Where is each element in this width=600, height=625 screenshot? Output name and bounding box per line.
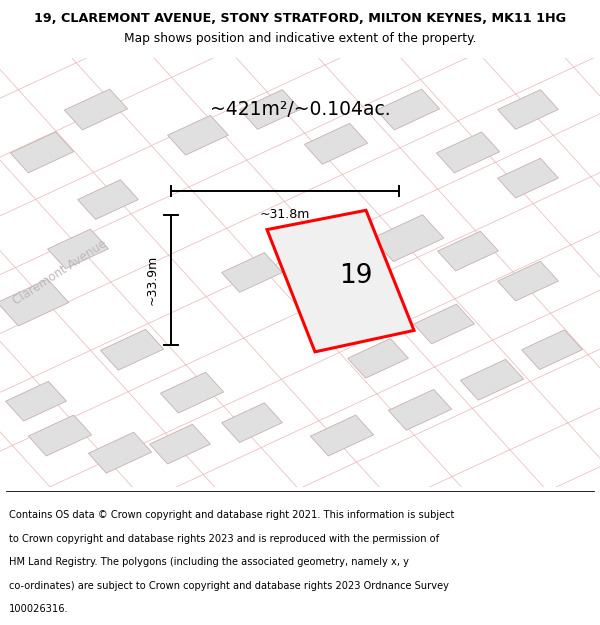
Text: to Crown copyright and database rights 2023 and is reproduced with the permissio: to Crown copyright and database rights 2… (9, 534, 439, 544)
Polygon shape (304, 123, 368, 164)
Polygon shape (497, 89, 559, 129)
Text: 19, CLAREMONT AVENUE, STONY STRATFORD, MILTON KEYNES, MK11 1HG: 19, CLAREMONT AVENUE, STONY STRATFORD, M… (34, 12, 566, 24)
Polygon shape (47, 229, 109, 269)
Text: 100026316.: 100026316. (9, 604, 68, 614)
Polygon shape (413, 304, 475, 344)
Polygon shape (521, 330, 583, 369)
Polygon shape (239, 89, 301, 129)
Polygon shape (347, 339, 409, 378)
Polygon shape (28, 415, 92, 456)
Polygon shape (5, 381, 67, 421)
Polygon shape (388, 389, 452, 430)
Polygon shape (88, 432, 152, 473)
Polygon shape (221, 403, 283, 442)
Polygon shape (10, 132, 74, 173)
Text: 19: 19 (339, 263, 372, 289)
Polygon shape (436, 132, 500, 173)
Text: co-ordinates) are subject to Crown copyright and database rights 2023 Ordnance S: co-ordinates) are subject to Crown copyr… (9, 581, 449, 591)
Polygon shape (310, 415, 374, 456)
Polygon shape (160, 372, 224, 413)
Polygon shape (149, 424, 211, 464)
Polygon shape (376, 89, 440, 130)
Polygon shape (293, 266, 355, 305)
Polygon shape (77, 180, 139, 219)
Polygon shape (460, 359, 524, 400)
Polygon shape (64, 89, 128, 130)
Text: ~33.9m: ~33.9m (145, 255, 158, 305)
Text: Contains OS data © Crown copyright and database right 2021. This information is : Contains OS data © Crown copyright and d… (9, 511, 454, 521)
Polygon shape (372, 215, 444, 261)
Polygon shape (437, 231, 499, 271)
Polygon shape (100, 329, 164, 370)
Text: ~31.8m: ~31.8m (260, 208, 310, 221)
Polygon shape (0, 279, 69, 326)
Text: Claremont Avenue: Claremont Avenue (11, 238, 109, 308)
Text: HM Land Registry. The polygons (including the associated geometry, namely x, y: HM Land Registry. The polygons (includin… (9, 558, 409, 568)
Polygon shape (267, 210, 414, 352)
Text: ~421m²/~0.104ac.: ~421m²/~0.104ac. (209, 100, 391, 119)
Polygon shape (167, 116, 229, 155)
Polygon shape (497, 158, 559, 198)
Polygon shape (497, 261, 559, 301)
Text: Map shows position and indicative extent of the property.: Map shows position and indicative extent… (124, 32, 476, 45)
Polygon shape (221, 253, 283, 292)
